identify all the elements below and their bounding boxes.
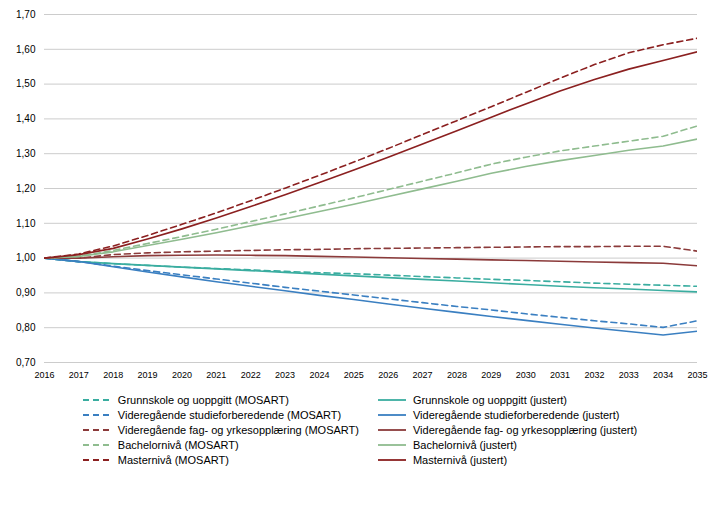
svg-text:2017: 2017 <box>69 370 89 380</box>
html-text:Videregående fag- og yrkesoppl: Videregående fag- og yrkesopplæring (jus… <box>413 424 638 436</box>
svg-text:2026: 2026 <box>378 370 398 380</box>
svg-text:1,60: 1,60 <box>16 44 36 55</box>
html-text:Masternivå (justert): Masternivå (justert) <box>413 454 508 466</box>
svg-text:1,20: 1,20 <box>16 183 36 194</box>
svg-text:2034: 2034 <box>653 370 673 380</box>
svg-text:2030: 2030 <box>516 370 536 380</box>
svg-text:2035: 2035 <box>687 370 707 380</box>
html-text:Grunnskole og uoppgitt (juster: Grunnskole og uoppgitt (justert) <box>413 394 567 406</box>
html-text:Videregående fag- og yrkesoppl: Videregående fag- og yrkesopplæring (MOS… <box>117 424 359 436</box>
html-text:Bachelornivå (justert): Bachelornivå (justert) <box>413 439 517 451</box>
svg-text:2018: 2018 <box>103 370 123 380</box>
svg-text:2019: 2019 <box>138 370 158 380</box>
svg-text:2032: 2032 <box>584 370 604 380</box>
svg-text:1,30: 1,30 <box>16 148 36 159</box>
svg-text:2024: 2024 <box>309 370 329 380</box>
svg-text:0,90: 0,90 <box>16 287 36 298</box>
svg-text:2028: 2028 <box>447 370 467 380</box>
html-text:Bachelornivå (MOSART): Bachelornivå (MOSART) <box>117 439 239 451</box>
html-text:Videregående studieforberedend: Videregående studieforberedende (justert… <box>413 409 620 421</box>
svg-text:0,70: 0,70 <box>16 357 36 368</box>
svg-text:2020: 2020 <box>172 370 192 380</box>
svg-text:1,00: 1,00 <box>16 252 36 263</box>
svg-text:2027: 2027 <box>413 370 433 380</box>
html-text:Grunnskole og uoppgitt (MOSART: Grunnskole og uoppgitt (MOSART) <box>117 394 289 406</box>
svg-text:1,10: 1,10 <box>16 218 36 229</box>
svg-text:2016: 2016 <box>34 370 54 380</box>
svg-text:2025: 2025 <box>344 370 364 380</box>
svg-text:2022: 2022 <box>241 370 261 380</box>
svg-text:2021: 2021 <box>206 370 226 380</box>
html-text:Videregående studieforberedend: Videregående studieforberedende (MOSART) <box>117 409 342 421</box>
svg-text:0,80: 0,80 <box>16 322 36 333</box>
svg-text:2029: 2029 <box>481 370 501 380</box>
svg-text:1,70: 1,70 <box>16 9 36 20</box>
svg-text:2023: 2023 <box>275 370 295 380</box>
html-text:Masternivå (MOSART): Masternivå (MOSART) <box>117 454 229 466</box>
svg-text:2033: 2033 <box>619 370 639 380</box>
svg-text:1,50: 1,50 <box>16 78 36 89</box>
svg-text:2031: 2031 <box>550 370 570 380</box>
svg-text:1,40: 1,40 <box>16 113 36 124</box>
